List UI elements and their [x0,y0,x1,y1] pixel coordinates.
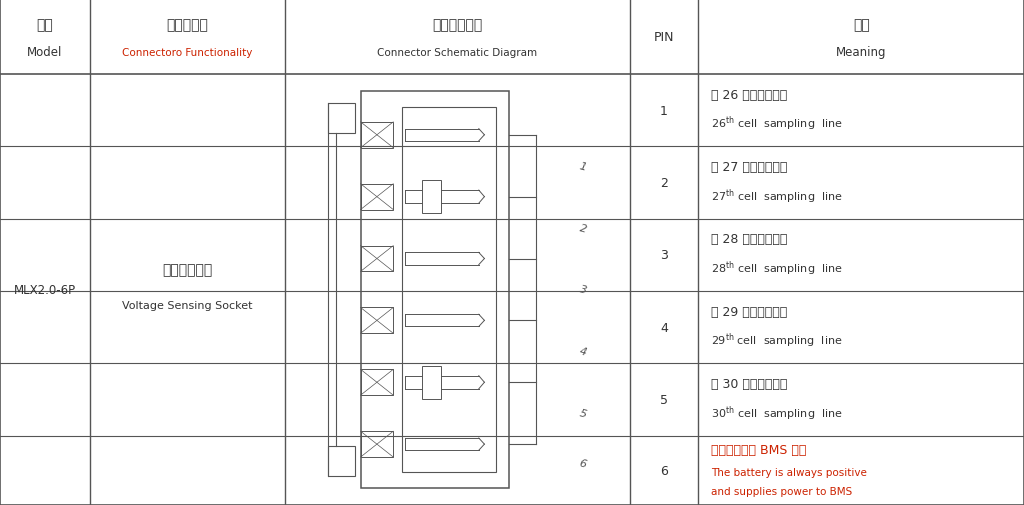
Text: 6: 6 [578,457,588,469]
Text: Connector Schematic Diagram: Connector Schematic Diagram [377,47,538,58]
Text: 3: 3 [578,284,588,295]
Bar [360,370,393,395]
Bar [423,366,441,399]
Text: 第 27 节电池采样线: 第 27 节电池采样线 [711,161,787,174]
Text: Connectoro Functionality: Connectoro Functionality [122,47,253,58]
Text: and supplies power to BMS: and supplies power to BMS [711,486,852,496]
Text: 第 28 节电池采样线: 第 28 节电池采样线 [711,233,787,246]
Text: 电池总正，给 BMS 供电: 电池总正，给 BMS 供电 [711,443,806,456]
Text: 第 26 节电池采样线: 第 26 节电池采样线 [711,88,786,102]
Bar [360,92,509,488]
Bar [360,431,393,457]
Text: 接插件功能: 接插件功能 [167,18,208,32]
Text: 第 30 节电池采样线: 第 30 节电池采样线 [711,377,787,390]
Bar [423,181,441,214]
Text: 电压采集插座: 电压采集插座 [162,263,213,277]
Text: 28$^{\rm th}$ cell  sampling  line: 28$^{\rm th}$ cell sampling line [711,259,843,278]
Text: 5: 5 [660,393,668,406]
Text: 2: 2 [660,177,668,189]
Bar [328,446,354,476]
Text: 1: 1 [578,161,588,172]
Text: MLX2.0-6P: MLX2.0-6P [14,283,76,296]
Text: 4: 4 [578,346,588,358]
Text: 接插件示意图: 接插件示意图 [432,18,482,32]
Bar [360,308,393,334]
Text: Model: Model [28,46,62,59]
Text: 2: 2 [578,222,588,234]
Text: 型号: 型号 [37,18,53,32]
Text: PIN: PIN [653,31,675,44]
Text: 29$^{\rm th}$ cell  sampling  line: 29$^{\rm th}$ cell sampling line [711,331,842,350]
Text: 30$^{\rm th}$ cell  sampling  line: 30$^{\rm th}$ cell sampling line [711,403,843,422]
Bar [328,104,354,133]
Text: Voltage Sensing Socket: Voltage Sensing Socket [122,300,253,310]
Text: 含义: 含义 [853,18,869,32]
Bar [402,108,496,472]
Text: 第 29 节电池采样线: 第 29 节电池采样线 [711,305,786,318]
Text: Meaning: Meaning [836,46,887,59]
Text: 26$^{\rm th}$ cell  sampling  line: 26$^{\rm th}$ cell sampling line [711,115,843,133]
Text: The battery is always positive: The battery is always positive [711,467,866,477]
Text: 4: 4 [660,321,668,334]
Bar [360,123,393,148]
Bar [360,246,393,272]
Bar [360,184,393,210]
Text: 1: 1 [660,105,668,117]
Text: 6: 6 [660,464,668,477]
Text: 3: 3 [660,249,668,262]
Text: 5: 5 [578,408,588,419]
Text: 27$^{\rm th}$ cell  sampling  line: 27$^{\rm th}$ cell sampling line [711,187,843,206]
